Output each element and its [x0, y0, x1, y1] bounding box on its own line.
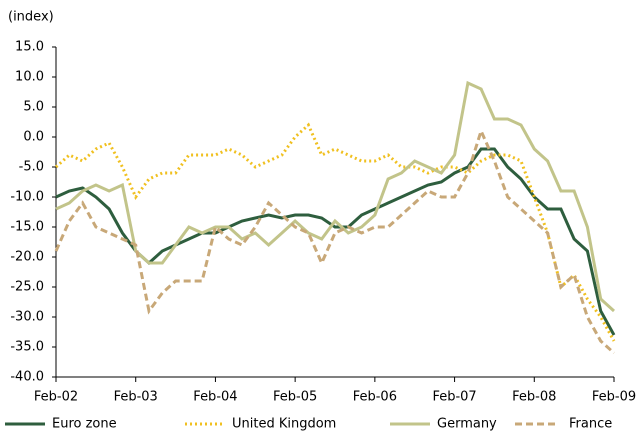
series-line [55, 80, 616, 313]
x-tick-label: Feb-05 [273, 390, 317, 405]
y-tick-label: -20.0 [10, 250, 44, 265]
legend-label: Euro zone [52, 417, 117, 432]
legend-label: Germany [437, 417, 497, 432]
y-tick-label: -30.0 [10, 310, 44, 325]
series-line [54, 126, 616, 355]
x-tick-label: Feb-03 [114, 390, 158, 405]
y-tick-label: -40.0 [10, 370, 44, 385]
x-tick-label: Feb-09 [592, 390, 636, 405]
x-tick-label: Feb-06 [353, 390, 397, 405]
legend-label: United Kingdom [232, 417, 336, 432]
series-line [55, 147, 616, 336]
series-line [54, 122, 616, 342]
y-tick-label: 0.0 [23, 130, 44, 145]
y-tick-label: -25.0 [10, 280, 44, 295]
y-tick-label: 5.0 [23, 100, 44, 115]
x-tick-label: Feb-04 [193, 390, 237, 405]
y-tick-label: 10.0 [15, 70, 44, 85]
y-tick-label: 15.0 [15, 40, 44, 55]
x-tick-label: Feb-07 [432, 390, 476, 405]
x-tick-label: Feb-08 [512, 390, 556, 405]
y-tick-label: -35.0 [10, 340, 44, 355]
legend-label: France [569, 417, 612, 432]
x-tick-label: Feb-02 [34, 390, 78, 405]
y-tick-label: -15.0 [10, 220, 44, 235]
y-tick-label: -10.0 [10, 190, 44, 205]
y-axis-title: (index) [8, 10, 54, 25]
y-tick-label: -5.0 [19, 160, 44, 175]
